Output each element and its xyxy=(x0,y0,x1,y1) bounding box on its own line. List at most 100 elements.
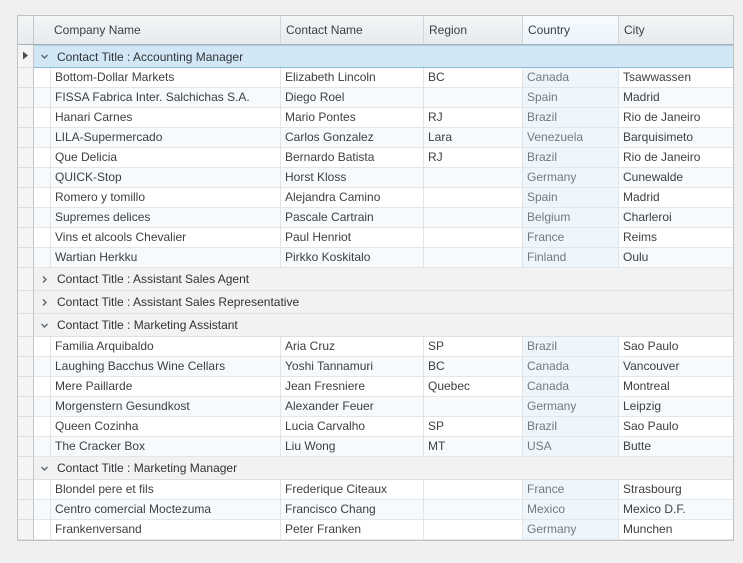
cell-company[interactable]: Vins et alcools Chevalier xyxy=(51,228,281,248)
cell-city[interactable]: Tsawwassen xyxy=(619,68,733,88)
cell-city[interactable]: Butte xyxy=(619,437,733,457)
cell-region[interactable]: Quebec xyxy=(424,377,523,397)
cell-city[interactable]: Montreal xyxy=(619,377,733,397)
row-indicator-cell[interactable] xyxy=(18,228,34,248)
cell-country[interactable]: Belgium xyxy=(523,208,619,228)
cell-company[interactable]: Queen Cozinha xyxy=(51,417,281,437)
cell-city[interactable]: Madrid xyxy=(619,188,733,208)
cell-company[interactable]: Blondel pere et fils xyxy=(51,480,281,500)
row-indicator-cell[interactable] xyxy=(18,337,34,357)
chevron-down-icon[interactable] xyxy=(39,52,49,61)
row-indicator-cell[interactable] xyxy=(18,148,34,168)
cell-company[interactable]: Morgenstern Gesundkost xyxy=(51,397,281,417)
cell-contact[interactable]: Bernardo Batista xyxy=(281,148,424,168)
cell-region[interactable] xyxy=(424,520,523,540)
cell-company[interactable]: Laughing Bacchus Wine Cellars xyxy=(51,357,281,377)
cell-contact[interactable]: Carlos Gonzalez xyxy=(281,128,424,148)
cell-company[interactable]: The Cracker Box xyxy=(51,437,281,457)
row-indicator-cell[interactable] xyxy=(18,291,34,314)
cell-contact[interactable]: Diego Roel xyxy=(281,88,424,108)
column-header-country[interactable]: Country xyxy=(523,16,619,44)
column-header-contact[interactable]: Contact Name xyxy=(281,16,424,44)
cell-city[interactable]: Oulu xyxy=(619,248,733,268)
row-indicator-cell[interactable] xyxy=(18,208,34,228)
group-row-band[interactable]: Contact Title : Accounting Manager xyxy=(34,45,733,68)
cell-country[interactable]: France xyxy=(523,228,619,248)
cell-country[interactable]: France xyxy=(523,480,619,500)
column-header-region[interactable]: Region xyxy=(424,16,523,44)
row-indicator-cell[interactable] xyxy=(18,457,34,480)
row-indicator-cell[interactable] xyxy=(18,45,34,68)
group-row-band[interactable]: Contact Title : Marketing Assistant xyxy=(34,314,733,337)
cell-country[interactable]: Brazil xyxy=(523,417,619,437)
cell-city[interactable]: Rio de Janeiro xyxy=(619,108,733,128)
chevron-right-icon[interactable] xyxy=(39,275,49,284)
cell-region[interactable]: Lara xyxy=(424,128,523,148)
chevron-down-icon[interactable] xyxy=(39,321,49,330)
cell-contact[interactable]: Alejandra Camino xyxy=(281,188,424,208)
cell-region[interactable]: MT xyxy=(424,437,523,457)
cell-city[interactable]: Reims xyxy=(619,228,733,248)
row-indicator-cell[interactable] xyxy=(18,88,34,108)
cell-country[interactable]: Venezuela xyxy=(523,128,619,148)
cell-region[interactable]: RJ xyxy=(424,148,523,168)
row-indicator-cell[interactable] xyxy=(18,437,34,457)
cell-contact[interactable]: Mario Pontes xyxy=(281,108,424,128)
cell-region[interactable] xyxy=(424,188,523,208)
cell-region[interactable]: SP xyxy=(424,417,523,437)
cell-city[interactable]: Sao Paulo xyxy=(619,417,733,437)
cell-company[interactable]: Frankenversand xyxy=(51,520,281,540)
cell-country[interactable]: Germany xyxy=(523,397,619,417)
cell-region[interactable]: BC xyxy=(424,357,523,377)
group-row-band[interactable]: Contact Title : Marketing Manager xyxy=(34,457,733,480)
cell-region[interactable] xyxy=(424,88,523,108)
cell-contact[interactable]: Frederique Citeaux xyxy=(281,480,424,500)
row-indicator-cell[interactable] xyxy=(18,248,34,268)
cell-city[interactable]: Strasbourg xyxy=(619,480,733,500)
row-indicator-cell[interactable] xyxy=(18,520,34,540)
cell-contact[interactable]: Lucia Carvalho xyxy=(281,417,424,437)
cell-company[interactable]: QUICK-Stop xyxy=(51,168,281,188)
cell-country[interactable]: Canada xyxy=(523,68,619,88)
chevron-right-icon[interactable] xyxy=(39,298,49,307)
cell-country[interactable]: Spain xyxy=(523,88,619,108)
cell-city[interactable]: Sao Paulo xyxy=(619,337,733,357)
cell-contact[interactable]: Paul Henriot xyxy=(281,228,424,248)
cell-contact[interactable]: Aria Cruz xyxy=(281,337,424,357)
cell-contact[interactable]: Alexander Feuer xyxy=(281,397,424,417)
cell-city[interactable]: Barquisimeto xyxy=(619,128,733,148)
column-header-city[interactable]: City xyxy=(624,23,645,37)
cell-contact[interactable]: Francisco Chang xyxy=(281,500,424,520)
row-indicator-cell[interactable] xyxy=(18,188,34,208)
cell-company[interactable]: Familia Arquibaldo xyxy=(51,337,281,357)
cell-country[interactable]: Germany xyxy=(523,520,619,540)
cell-region[interactable] xyxy=(424,397,523,417)
row-indicator-cell[interactable] xyxy=(18,68,34,88)
cell-city[interactable]: Leipzig xyxy=(619,397,733,417)
row-indicator-cell[interactable] xyxy=(18,397,34,417)
cell-country[interactable]: USA xyxy=(523,437,619,457)
cell-region[interactable]: RJ xyxy=(424,108,523,128)
cell-city[interactable]: Mexico D.F. xyxy=(619,500,733,520)
cell-region[interactable] xyxy=(424,228,523,248)
cell-region[interactable]: BC xyxy=(424,68,523,88)
row-indicator-cell[interactable] xyxy=(18,128,34,148)
cell-contact[interactable]: Pascale Cartrain xyxy=(281,208,424,228)
row-indicator-cell[interactable] xyxy=(18,417,34,437)
group-row-band[interactable]: Contact Title : Assistant Sales Agent xyxy=(34,268,733,291)
cell-region[interactable]: SP xyxy=(424,337,523,357)
row-indicator-cell[interactable] xyxy=(18,314,34,337)
cell-city[interactable]: Cunewalde xyxy=(619,168,733,188)
cell-region[interactable] xyxy=(424,208,523,228)
cell-country[interactable]: Brazil xyxy=(523,108,619,128)
group-row-band[interactable]: Contact Title : Assistant Sales Represen… xyxy=(34,291,733,314)
row-indicator-cell[interactable] xyxy=(18,500,34,520)
row-indicator-cell[interactable] xyxy=(18,480,34,500)
row-indicator-cell[interactable] xyxy=(18,168,34,188)
cell-contact[interactable]: Jean Fresniere xyxy=(281,377,424,397)
cell-country[interactable]: Canada xyxy=(523,377,619,397)
select-all-corner[interactable] xyxy=(18,16,34,44)
cell-country[interactable]: Germany xyxy=(523,168,619,188)
cell-company[interactable]: Que Delicia xyxy=(51,148,281,168)
cell-city[interactable]: Charleroi xyxy=(619,208,733,228)
